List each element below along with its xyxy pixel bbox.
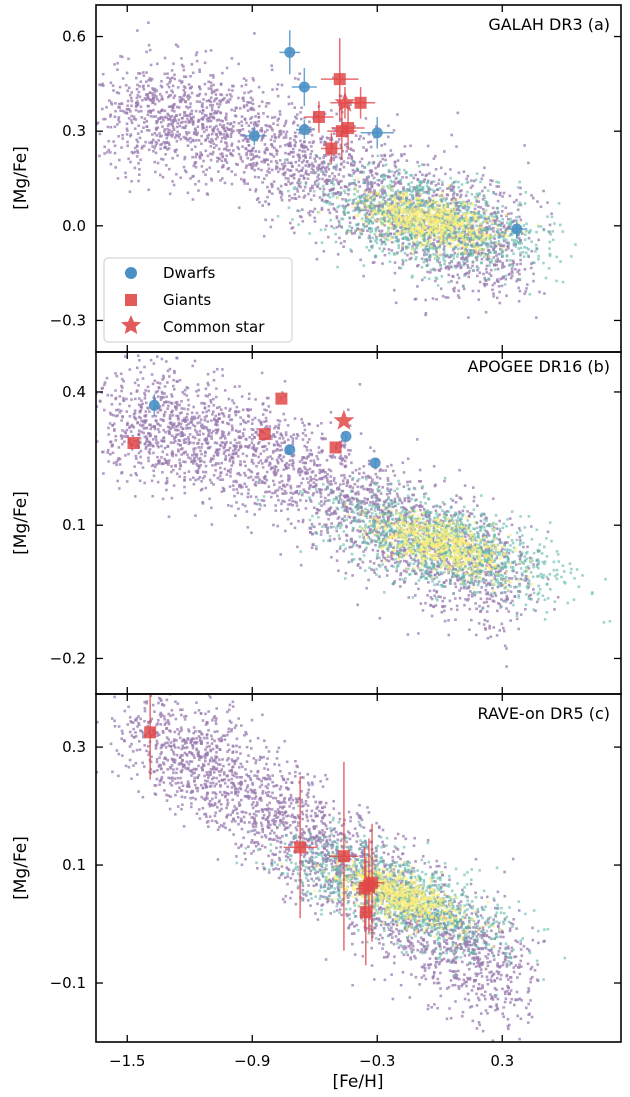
data-marks [144,694,385,966]
y-tick-label: 0.6 [62,28,86,46]
legend-common-star-marker [121,315,141,334]
x-tick-label: −0.3 [359,1052,395,1070]
legend-frame [103,257,293,343]
giant-point [321,132,342,165]
giant-point [258,428,271,441]
panel-rave: −1.5 −0.9 −0.3 0.3 0.3 0.1 −0.1 RAVE-on DR5 (c… [11,693,622,1070]
legend-giant-marker [125,294,137,306]
panel-apogee: 0.4 0.1 −0.2 APOGEE DR16 (b) [Mg/Fe] [11,351,622,695]
giant-point [321,38,359,121]
panel-title: GALAH DR3 (a) [488,15,610,34]
dwarf-point [506,219,528,239]
panel-title: APOGEE DR16 (b) [468,357,610,376]
y-tick-label: −0.2 [50,649,86,667]
common-star-point [358,874,380,895]
density-background [96,354,612,668]
giant-point [304,101,334,133]
y-tick-label: 0.1 [62,516,86,534]
giant-point [331,105,365,151]
giant-point [359,859,373,966]
giant-point [329,441,342,454]
dwarf-point [369,457,381,469]
legend-label-dwarfs: Dwarfs [163,264,215,282]
data-marks [241,30,528,239]
giant-point [275,392,288,405]
axes: −1.5 −0.9 −0.3 0.3 0.3 0.1 −0.1 [50,693,622,1070]
dwarf-point [284,444,296,456]
y-tick-label: −0.1 [50,974,86,992]
y-tick-label: 0.3 [62,738,86,756]
legend-label-common-star: Common star [163,318,265,336]
x-axis-label: [Fe/H] [332,1072,383,1092]
panel-galah: 0.6 0.3 0.0 −0.3 GALAH DR3 (a) [Mg/Fe] Dwar… [11,4,622,353]
y-tick-label: 0.3 [62,122,86,140]
dwarf-point [241,126,267,146]
common-star-point [333,409,355,430]
x-tick-label: 0.3 [490,1052,514,1070]
data-marks [127,392,381,469]
x-tick-label: −1.5 [109,1052,145,1070]
giant-point [144,694,157,780]
dwarf-point [340,430,352,442]
giant-point [283,776,317,919]
common-star-point [330,87,360,119]
y-tick-label: 0.4 [62,383,86,401]
legend-label-giants: Giants [163,291,211,309]
y-axis-label: [Mg/Fe] [11,491,31,555]
giant-point [329,761,359,951]
dwarf-point [360,116,394,149]
axes: 0.4 0.1 −0.2 [50,351,622,695]
axes-frame [95,693,622,1043]
legend: Dwarfs Giants Common star [103,257,293,343]
dwarf-point [148,394,160,417]
y-axis-label: [Mg/Fe] [11,836,31,900]
x-tick-label: −0.9 [234,1052,270,1070]
y-tick-label: 0.1 [62,856,86,874]
y-axis-label: [Mg/Fe] [11,146,31,210]
y-tick-label: −0.3 [50,311,86,329]
panel-title: RAVE-on DR5 (c) [477,704,610,723]
y-tick-label: 0.0 [62,217,86,235]
dwarf-point [279,30,301,75]
dwarf-point [296,120,313,140]
giant-point [127,437,140,450]
legend-dwarf-marker [125,267,137,279]
dwarf-point [291,68,317,106]
